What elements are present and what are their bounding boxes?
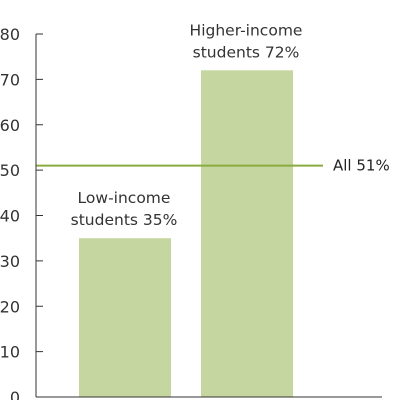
bar-label: students 35%	[71, 211, 178, 229]
bar-labels: Low-income students 35% Higher-income stude…	[71, 21, 303, 229]
reference-line-group: All 51%	[36, 157, 390, 175]
y-axis-ticks: 0 10 20 30 40 50 60 70 80	[0, 25, 43, 400]
bar-label: students 72%	[193, 43, 300, 61]
y-tick-label: 70	[0, 70, 20, 89]
y-tick-label: 10	[0, 343, 20, 362]
bars	[79, 70, 293, 398]
bar-label: Low-income	[78, 189, 171, 207]
y-tick-label: 0	[10, 388, 20, 400]
y-tick-label: 20	[0, 297, 20, 316]
bar-label: Higher-income	[190, 21, 303, 39]
y-tick-label: 40	[0, 207, 20, 226]
y-tick-label: 50	[0, 161, 20, 180]
bar	[201, 70, 293, 398]
bar	[79, 238, 171, 397]
y-tick-label: 60	[0, 116, 20, 135]
y-tick-label: 80	[0, 25, 20, 44]
y-tick-label: 30	[0, 252, 20, 271]
reference-line-label: All 51%	[333, 157, 390, 175]
